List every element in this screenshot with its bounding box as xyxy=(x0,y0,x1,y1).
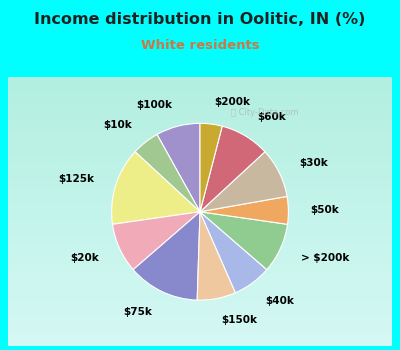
Wedge shape xyxy=(133,212,200,300)
Text: $125k: $125k xyxy=(58,174,94,184)
Wedge shape xyxy=(112,212,200,270)
Text: $50k: $50k xyxy=(310,205,339,215)
Text: ⓘ City-Data.com: ⓘ City-Data.com xyxy=(231,107,298,117)
Text: $60k: $60k xyxy=(257,112,286,122)
Text: $100k: $100k xyxy=(136,100,172,110)
Wedge shape xyxy=(200,196,288,224)
Text: $40k: $40k xyxy=(266,296,294,306)
Wedge shape xyxy=(200,126,265,212)
Text: $30k: $30k xyxy=(299,158,328,168)
Text: > $200k: > $200k xyxy=(300,253,349,262)
Wedge shape xyxy=(200,212,267,293)
Wedge shape xyxy=(200,212,288,270)
Wedge shape xyxy=(157,123,200,212)
Text: White residents: White residents xyxy=(141,39,259,52)
Text: Income distribution in Oolitic, IN (%): Income distribution in Oolitic, IN (%) xyxy=(34,12,366,27)
Wedge shape xyxy=(200,123,222,212)
Wedge shape xyxy=(135,134,200,212)
Wedge shape xyxy=(112,152,200,224)
Text: $200k: $200k xyxy=(214,97,250,107)
Text: $75k: $75k xyxy=(124,307,152,316)
Wedge shape xyxy=(197,212,236,300)
Text: $150k: $150k xyxy=(221,315,257,325)
Wedge shape xyxy=(200,152,287,212)
Text: $20k: $20k xyxy=(71,253,100,262)
Text: $10k: $10k xyxy=(103,120,132,130)
